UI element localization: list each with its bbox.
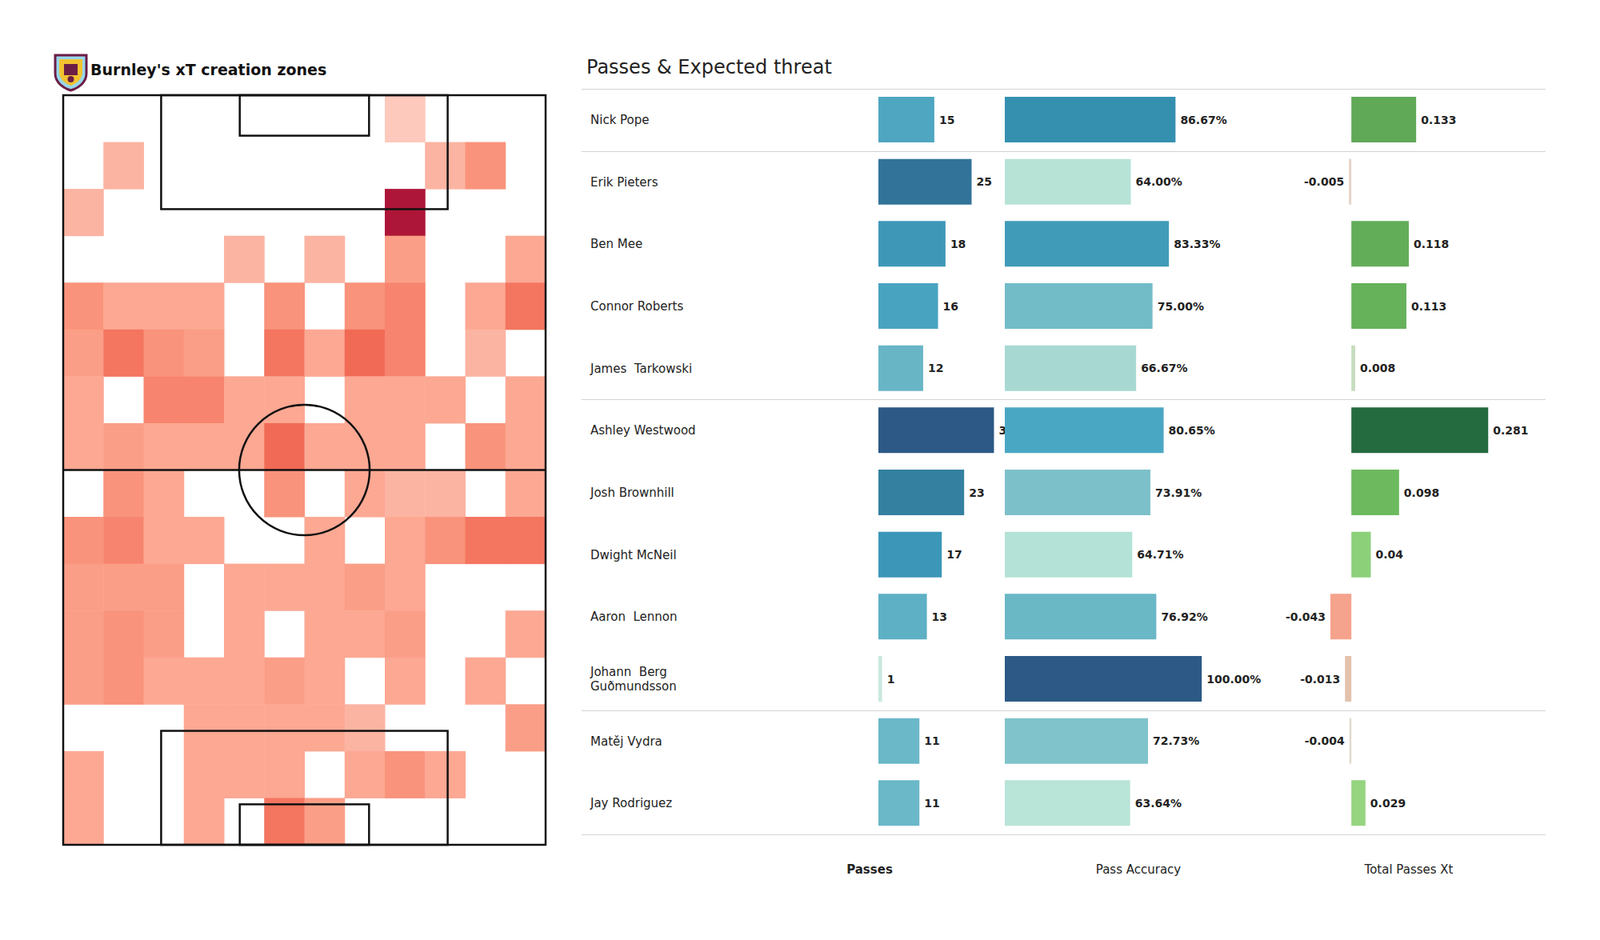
- svg-text:0.008: 0.008: [1360, 361, 1396, 375]
- svg-text:25: 25: [976, 175, 992, 188]
- svg-text:0.281: 0.281: [1492, 424, 1528, 437]
- svg-text:63.64%: 63.64%: [1135, 796, 1182, 810]
- svg-text:75.00%: 75.00%: [1157, 300, 1204, 313]
- svg-text:17: 17: [946, 548, 962, 561]
- svg-text:76.92%: 76.92%: [1160, 610, 1208, 624]
- svg-text:16: 16: [943, 300, 959, 313]
- svg-text:11: 11: [924, 796, 940, 810]
- svg-text:-0.004: -0.004: [1304, 734, 1345, 748]
- svg-text:15: 15: [939, 113, 955, 127]
- svg-text:11: 11: [924, 734, 940, 748]
- svg-text:0.04: 0.04: [1376, 548, 1404, 561]
- svg-text:0.118: 0.118: [1413, 237, 1449, 251]
- svg-text:Jay Rodriguez: Jay Rodriguez: [589, 796, 672, 811]
- svg-text:Erik Pieters: Erik Pieters: [590, 175, 659, 190]
- svg-text:72.73%: 72.73%: [1152, 734, 1200, 748]
- html-text:Passes: Passes: [846, 862, 893, 877]
- svg-text:Matěj Vydra: Matěj Vydra: [590, 734, 663, 749]
- svg-text:12: 12: [928, 361, 944, 375]
- html-text:Burnley's xT creation zones: Burnley's xT creation zones: [90, 60, 327, 79]
- svg-text:86.67%: 86.67%: [1180, 113, 1227, 127]
- svg-text:Ben Mee: Ben Mee: [590, 236, 643, 252]
- svg-text:Dwight McNeil: Dwight McNeil: [590, 548, 677, 563]
- html-text:Pass Accuracy: Pass Accuracy: [1095, 862, 1181, 877]
- svg-text:Connor Roberts: Connor Roberts: [590, 299, 684, 314]
- svg-text:83.33%: 83.33%: [1173, 237, 1220, 251]
- svg-text:1: 1: [887, 672, 896, 686]
- html-text:Passes & Expected threat: Passes & Expected threat: [586, 56, 832, 79]
- svg-text:100.00%: 100.00%: [1206, 672, 1261, 686]
- svg-text:66.67%: 66.67%: [1140, 361, 1188, 375]
- svg-text:-0.013: -0.013: [1300, 672, 1340, 686]
- svg-text:-0.043: -0.043: [1285, 610, 1326, 624]
- svg-text:Ashley Westwood: Ashley Westwood: [590, 423, 696, 438]
- svg-text:64.71%: 64.71%: [1136, 548, 1184, 561]
- svg-text:0.098: 0.098: [1404, 486, 1440, 500]
- svg-text:23: 23: [968, 486, 984, 500]
- svg-text:64.00%: 64.00%: [1136, 175, 1183, 188]
- svg-text:18: 18: [950, 237, 966, 251]
- svg-text:Josh Brownhill: Josh Brownhill: [589, 485, 675, 500]
- svg-text:80.65%: 80.65%: [1168, 424, 1216, 437]
- svg-text:James Tarkowski: James Tarkowski: [589, 361, 692, 376]
- svg-text:Nick Pope: Nick Pope: [590, 112, 650, 128]
- html-text:Total Passes Xt: Total Passes Xt: [1364, 862, 1454, 877]
- svg-text:-0.005: -0.005: [1304, 175, 1344, 188]
- svg-text:13: 13: [932, 610, 948, 624]
- svg-text:0.113: 0.113: [1411, 300, 1447, 313]
- svg-text:0.133: 0.133: [1420, 113, 1456, 127]
- svg-text:Johann BergGuðmundsson: Johann BergGuðmundsson: [589, 664, 677, 694]
- svg-text:Aaron Lennon: Aaron Lennon: [590, 609, 678, 624]
- svg-text:0.029: 0.029: [1370, 796, 1406, 810]
- svg-text:73.91%: 73.91%: [1155, 486, 1202, 500]
